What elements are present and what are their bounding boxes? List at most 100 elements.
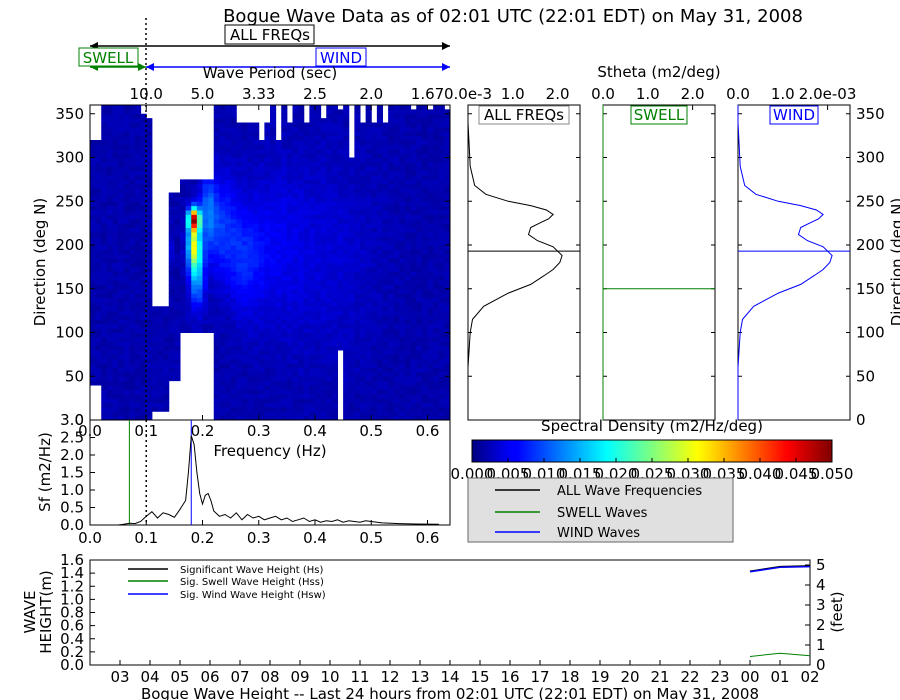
heatmap-cell: [405, 131, 412, 137]
heatmap-cell: [247, 179, 254, 185]
heatmap-cell: [326, 280, 333, 285]
heatmap-cell: [343, 122, 350, 128]
heatmap-cell: [315, 113, 322, 119]
heatmap-cell: [129, 205, 136, 211]
heatmap-cell: [292, 367, 299, 373]
heatmap-cell: [388, 126, 395, 132]
heatmap-cell: [275, 201, 282, 207]
heatmap-cell: [95, 258, 102, 264]
heatmap-cell: [444, 109, 451, 115]
heatmap-cell: [241, 271, 249, 277]
heatmap-cell: [180, 275, 187, 281]
heatmap-cell: [253, 319, 260, 325]
heatmap-cell: [421, 354, 428, 360]
heatmap-cell: [309, 332, 316, 338]
heatmap-cell: [292, 398, 299, 404]
heatmap-cell: [444, 135, 451, 141]
heatmap-cell: [376, 336, 384, 342]
heatmap-cell: [135, 258, 142, 264]
heatmap-cell: [343, 306, 350, 312]
heatmap-cell: [247, 323, 254, 329]
heatmap-cell: [230, 113, 237, 119]
heatmap-cell: [315, 118, 322, 124]
heatmap-cell: [90, 231, 97, 237]
heatmap-cell: [315, 315, 322, 320]
heatmap-cell: [225, 336, 232, 342]
heatmap-cell: [168, 341, 175, 347]
heatmap-cell: [365, 113, 372, 119]
heatmap-cell: [146, 350, 153, 355]
heatmap-cell: [174, 341, 181, 347]
heatmap-cell: [303, 288, 310, 294]
heatmap-cell: [348, 227, 355, 233]
heatmap-cell: [112, 175, 119, 180]
heatmap-cell: [326, 240, 333, 246]
heatmap-cell: [230, 236, 237, 242]
heatmap-cell: [382, 170, 389, 176]
heatmap-cell: [354, 135, 361, 141]
heatmap-cell: [393, 170, 400, 176]
heatmap-cell: [213, 135, 220, 141]
heatmap-cell: [292, 161, 299, 167]
heatmap-cell: [421, 323, 428, 329]
heatmap-cell: [275, 258, 282, 264]
heatmap-cell: [438, 245, 445, 250]
heatmap-cell: [185, 218, 192, 224]
heatmap-cell: [303, 166, 310, 172]
heatmap-cell: [129, 345, 136, 351]
heatmap-cell: [264, 201, 271, 207]
heatmap-cell: [348, 363, 355, 369]
heatmap-cell: [416, 179, 423, 185]
heatmap-cell: [292, 354, 299, 360]
heatmap-cell: [360, 389, 367, 395]
heatmap-cell: [410, 266, 417, 272]
heatmap-cell: [298, 188, 305, 193]
heatmap-cell: [444, 415, 451, 421]
heatmap-cell: [433, 245, 440, 250]
heatmap-cell: [185, 245, 192, 250]
heatmap-cell: [281, 210, 288, 215]
heatmap-cell: [376, 411, 384, 417]
heatmap-cell: [416, 170, 423, 176]
heatmap-cell: [275, 415, 282, 421]
heatmap-cell: [416, 358, 423, 364]
heatmap-cell: [309, 367, 316, 373]
heatmap-cell: [157, 350, 164, 355]
heatmap-cell: [90, 140, 97, 145]
heatmap-cell: [315, 201, 322, 207]
heatmap-cell: [112, 131, 119, 137]
heatmap-cell: [320, 288, 327, 294]
heatmap-cell: [438, 192, 445, 198]
heatmap-cell: [230, 227, 237, 233]
heatmap-cell: [140, 258, 147, 264]
heatmap-cell: [90, 266, 97, 272]
heatmap-cell: [427, 109, 434, 115]
heatmap-cell: [427, 245, 434, 250]
heatmap-cell: [382, 350, 389, 355]
heatmap-cell: [247, 297, 254, 303]
heatmap-cell: [343, 179, 350, 185]
heatmap-cell: [281, 376, 288, 382]
heatmap-cell: [129, 288, 136, 294]
heatmap-cell: [146, 153, 153, 159]
heatmap-cell: [298, 301, 305, 307]
heatmap-cell: [427, 231, 434, 237]
heatmap-cell: [135, 415, 142, 421]
heatmap-cell: [258, 406, 265, 412]
heatmap-cell: [433, 376, 440, 382]
heatmap-cell: [331, 389, 339, 395]
heatmap-cell: [123, 166, 130, 172]
heatmap-cell: [253, 188, 260, 193]
heatmap-cell: [365, 144, 372, 150]
heatmap-cell: [438, 266, 445, 272]
heatmap-cell: [140, 201, 147, 207]
heatmap-cell: [438, 350, 445, 355]
heatmap-cell: [427, 188, 434, 193]
heatmap-cell: [444, 126, 451, 132]
heatmap-cell: [123, 398, 130, 404]
heatmap-cell: [365, 118, 372, 124]
heatmap-cell: [393, 175, 400, 180]
heatmap-cell: [438, 380, 445, 386]
heatmap-cell: [90, 188, 97, 193]
heatmap-cell: [129, 236, 136, 242]
